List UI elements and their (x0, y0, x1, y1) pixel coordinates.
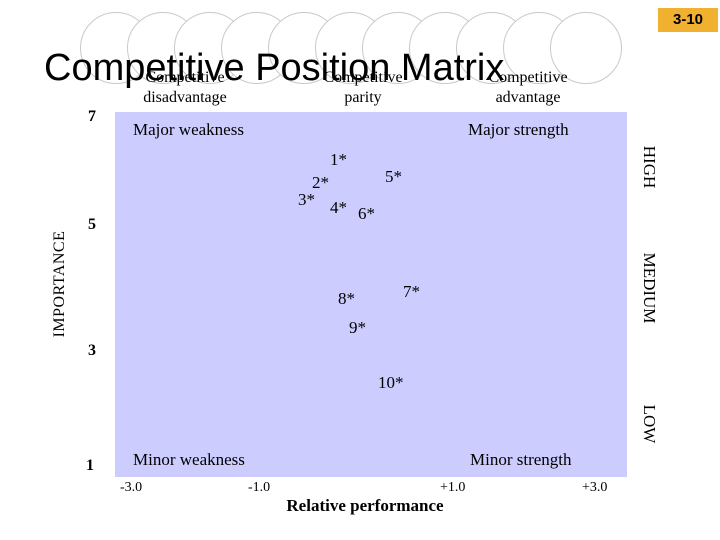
data-point: 1* (330, 150, 347, 169)
slide-number-badge: 3-10 (658, 8, 718, 32)
data-point: 7* (403, 282, 420, 301)
x-tick-label: +3.0 (582, 480, 608, 495)
data-point: 3* (298, 190, 315, 209)
data-point: 2* (312, 173, 329, 192)
corner-label-minor-weakness: Minor weakness (133, 450, 245, 469)
decor-circle (550, 12, 622, 84)
column-header-line: advantage (495, 89, 561, 106)
column-header-line: Competitive (145, 69, 225, 86)
importance-level-high: HIGH (640, 145, 659, 189)
y-axis-label: IMPORTANCE (51, 230, 68, 338)
x-tick-label: +1.0 (440, 480, 466, 495)
x-tick-label: -1.0 (248, 480, 271, 495)
data-point: 4* (330, 198, 347, 217)
y-tick-label: 5 (88, 216, 96, 233)
data-point: 9* (349, 318, 366, 337)
column-header-line: Competitive (488, 69, 568, 86)
data-point: 6* (358, 204, 375, 223)
x-tick-label: -3.0 (120, 480, 143, 495)
y-tick-label: 1 (86, 457, 94, 474)
column-header-disadvantage: Competitive disadvantage (130, 68, 240, 108)
data-point: 10* (378, 373, 404, 392)
column-header-line: Competitive (323, 69, 403, 86)
column-header-parity: Competitive parity (308, 68, 418, 108)
corner-label-minor-strength: Minor strength (470, 450, 572, 469)
column-header-line: disadvantage (143, 89, 227, 106)
slide-title: Competitive Position Matrix (44, 47, 505, 89)
importance-level-medium: MEDIUM (640, 252, 659, 324)
column-header-line: parity (344, 89, 382, 106)
x-axis-label: Relative performance (286, 496, 444, 515)
importance-level-low: LOW (640, 404, 659, 444)
column-header-advantage: Competitive advantage (473, 68, 583, 108)
y-tick-label: 3 (88, 342, 96, 359)
matrix-area (115, 112, 627, 477)
corner-label-major-strength: Major strength (468, 120, 569, 139)
y-tick-label: 7 (88, 108, 96, 125)
data-point: 8* (338, 289, 355, 308)
data-point: 5* (385, 167, 402, 186)
corner-label-major-weakness: Major weakness (133, 120, 244, 139)
